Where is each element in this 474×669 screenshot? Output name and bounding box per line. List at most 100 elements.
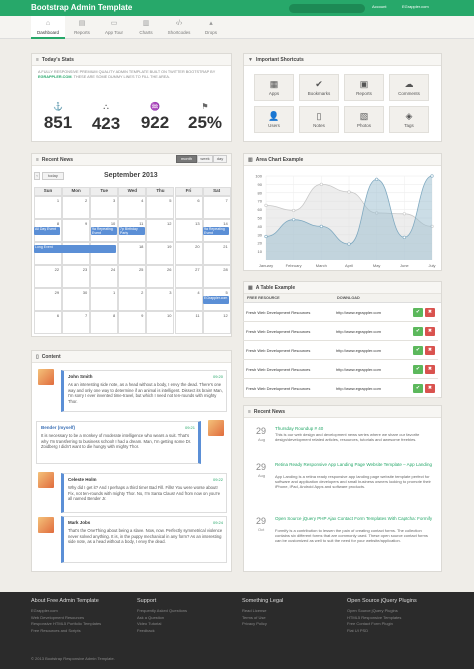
data-point[interactable] <box>292 218 296 222</box>
account-menu[interactable]: Account <box>372 4 387 9</box>
footer-link[interactable]: Free Resources and Scripts <box>31 627 81 633</box>
check-icon[interactable]: ✔ <box>413 346 423 355</box>
calendar-day[interactable]: 7 <box>62 311 91 334</box>
calendar-day[interactable]: 9 <box>62 219 91 242</box>
calendar-day[interactable]: 4 <box>174 288 203 311</box>
calendar-day[interactable]: 29 <box>34 288 63 311</box>
shortcut-photos[interactable]: ▧ Photos <box>344 106 384 133</box>
footer-link[interactable]: Responsive HTML5 Portfolio Templates <box>31 621 102 626</box>
calendar-day[interactable]: 9 <box>118 311 147 334</box>
comment-author[interactable]: Celeste Holm <box>68 477 97 482</box>
calendar-day[interactable]: 6 <box>34 311 63 334</box>
prev-button[interactable]: ‹ <box>34 172 40 180</box>
nav-dashboard[interactable]: ⌂ Dashboard <box>31 16 65 39</box>
shortcut-bookmarks[interactable]: ✔ Bookmarks <box>299 74 339 101</box>
check-icon[interactable]: ✔ <box>413 365 423 374</box>
calendar-day[interactable]: 3 <box>90 196 119 219</box>
calendar-event[interactable]: 7p Birthday Party <box>119 227 145 235</box>
comment-author[interactable]: Bender (myself) <box>41 425 76 430</box>
nav-drops[interactable]: ▴ Drops <box>197 16 225 39</box>
footer-link[interactable]: Flat UI PSD <box>347 627 369 633</box>
brand-title[interactable]: Bootstrap Admin Template <box>31 3 133 12</box>
data-point[interactable] <box>375 177 379 181</box>
remove-icon[interactable]: ✖ <box>425 365 435 374</box>
calendar-day[interactable]: 6 <box>174 196 203 219</box>
calendar-event[interactable]: 9a Repeating Event <box>203 227 229 235</box>
footer-link[interactable]: Video Tutorial <box>137 621 162 626</box>
calendar-day[interactable]: 2 <box>118 288 147 311</box>
month-view-button[interactable]: month <box>176 155 197 163</box>
calendar-day[interactable]: 26 <box>146 265 175 288</box>
calendar-day[interactable]: 10 <box>146 311 175 334</box>
calendar-day[interactable]: 20 <box>174 242 203 265</box>
nav-shortcodes[interactable]: ‹/› Shortcodes <box>163 16 195 39</box>
download-link[interactable]: http://www.egrappler.com <box>336 386 381 391</box>
footer-link[interactable]: Read License <box>242 608 267 613</box>
calendar-event[interactable]: Long Event <box>34 245 116 253</box>
week-view-button[interactable]: week <box>197 155 213 163</box>
calendar-day[interactable]: 7 <box>202 196 231 219</box>
shortcut-reports[interactable]: ▣ Reports <box>344 74 384 101</box>
calendar-event[interactable]: EGrappler.com <box>203 296 229 304</box>
calendar-day[interactable]: 8 <box>90 311 119 334</box>
data-point[interactable] <box>264 203 268 208</box>
footer-link[interactable]: HTML5 Responsive Templates <box>347 614 402 620</box>
today-button[interactable]: today <box>42 172 64 180</box>
data-point[interactable] <box>347 242 351 246</box>
data-point[interactable] <box>347 190 351 194</box>
calendar-day[interactable]: 22 <box>34 265 63 288</box>
calendar-day[interactable]: 2 <box>62 196 91 219</box>
remove-icon[interactable]: ✖ <box>425 384 435 393</box>
data-point[interactable] <box>292 208 296 213</box>
calendar-event[interactable]: 9a Repeating Event <box>91 227 117 235</box>
comment-author[interactable]: John Smith <box>68 374 93 379</box>
user-menu[interactable]: EGrappler.com <box>402 4 429 9</box>
data-point[interactable] <box>402 235 406 239</box>
data-point[interactable] <box>402 212 406 216</box>
shortcut-tags[interactable]: ◈ Tags <box>389 106 429 133</box>
download-link[interactable]: http://www.egrappler.com <box>336 310 381 315</box>
shortcut-notes[interactable]: ▯ Notes <box>299 106 339 133</box>
download-link[interactable]: http://www.egrappler.com <box>336 367 381 372</box>
calendar-day[interactable]: 30 <box>62 288 91 311</box>
calendar-day[interactable]: 11 <box>174 311 203 334</box>
footer-link[interactable]: Open Source jQuery Plugins <box>347 608 398 613</box>
search-input[interactable] <box>289 4 365 13</box>
footer-link[interactable]: Privacy Policy <box>242 621 267 626</box>
news-title[interactable]: Retina Ready Responsive App Landing Page… <box>275 462 432 467</box>
download-link[interactable]: http://www.egrappler.com <box>336 348 381 353</box>
footer-link[interactable]: Free Contact Form Plugin <box>347 621 393 626</box>
remove-icon[interactable]: ✖ <box>425 308 435 317</box>
footer-link[interactable]: Frequently Asked Questions <box>137 608 188 613</box>
data-point[interactable] <box>264 234 268 239</box>
calendar-day[interactable]: 4 <box>118 196 147 219</box>
calendar-day[interactable]: 24 <box>90 265 119 288</box>
data-point[interactable] <box>430 174 434 178</box>
shortcut-apps[interactable]: ▦ Apps <box>254 74 294 101</box>
calendar-day[interactable]: 12 <box>146 219 175 242</box>
check-icon[interactable]: ✔ <box>413 327 423 336</box>
nav-app-tour[interactable]: ▭ App Tour <box>99 16 129 39</box>
footer-link[interactable]: Web Development Resources <box>31 614 85 620</box>
shortcut-users[interactable]: 👤 Users <box>254 106 294 133</box>
calendar-day[interactable]: 18 <box>118 242 147 265</box>
nav-charts[interactable]: ▥ Charts <box>131 16 161 39</box>
calendar-day[interactable]: 19 <box>146 242 175 265</box>
footer-link[interactable]: Terms of Use <box>242 614 266 620</box>
check-icon[interactable]: ✔ <box>413 384 423 393</box>
calendar-day[interactable]: 13 <box>174 219 203 242</box>
download-link[interactable]: http://www.egrappler.com <box>336 329 381 334</box>
calendar-day[interactable]: 1 <box>34 196 63 219</box>
calendar-day[interactable]: 12 <box>202 311 231 334</box>
intro-link[interactable]: EGRAPPLER.COM <box>38 75 72 79</box>
calendar-event[interactable]: All Day Event <box>34 227 60 235</box>
footer-link[interactable]: Feedback <box>137 627 155 633</box>
news-title[interactable]: Thursday Roundup # 40 <box>275 426 324 431</box>
day-view-button[interactable]: day <box>213 155 227 163</box>
calendar-day[interactable]: 27 <box>174 265 203 288</box>
comment-author[interactable]: Mark Jobs <box>68 520 91 525</box>
calendar-day[interactable]: 1 <box>90 288 119 311</box>
footer-link[interactable]: Ask a Question <box>137 614 165 620</box>
calendar-day[interactable]: 5 <box>146 196 175 219</box>
nav-reports[interactable]: ▤ Reports <box>67 16 97 39</box>
